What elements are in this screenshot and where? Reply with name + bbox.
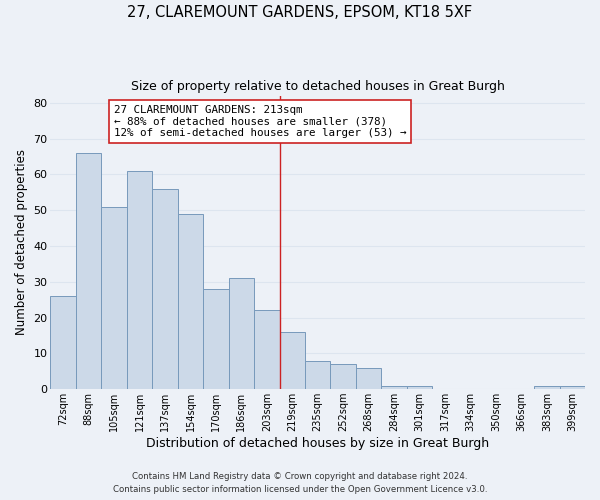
Bar [76,153,101,389]
Text: 27 CLAREMOUNT GARDENS: 213sqm
← 88% of detached houses are smaller (378)
12% of : 27 CLAREMOUNT GARDENS: 213sqm ← 88% of d… [114,104,407,138]
Bar [152,188,178,389]
Text: 27, CLAREMOUNT GARDENS, EPSOM, KT18 5XF: 27, CLAREMOUNT GARDENS, EPSOM, KT18 5XF [127,5,473,20]
Bar [229,278,254,389]
Title: Size of property relative to detached houses in Great Burgh: Size of property relative to detached ho… [131,80,505,93]
Bar [178,214,203,389]
Bar [305,360,331,389]
Bar [203,289,229,389]
Bar [382,386,407,389]
Bar [101,206,127,389]
Bar [560,386,585,389]
Bar [127,170,152,389]
Bar [331,364,356,389]
X-axis label: Distribution of detached houses by size in Great Burgh: Distribution of detached houses by size … [146,437,489,450]
Y-axis label: Number of detached properties: Number of detached properties [15,150,28,336]
Bar [407,386,432,389]
Bar [50,296,76,389]
Bar [254,310,280,389]
Text: Contains HM Land Registry data © Crown copyright and database right 2024.
Contai: Contains HM Land Registry data © Crown c… [113,472,487,494]
Bar [356,368,382,389]
Bar [534,386,560,389]
Bar [280,332,305,389]
